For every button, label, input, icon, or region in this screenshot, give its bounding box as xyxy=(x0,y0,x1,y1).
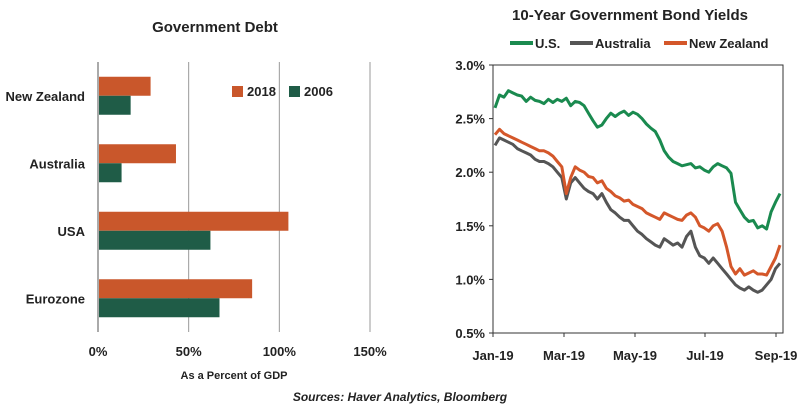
legend-label-2018: 2018 xyxy=(247,84,276,99)
right-axes xyxy=(489,64,784,337)
category-label: Australia xyxy=(29,156,85,171)
bar-2006 xyxy=(99,230,211,250)
bar-2018 xyxy=(99,76,151,96)
government-debt-chart: Government Debt New Zealand Australia USA E… xyxy=(6,19,388,382)
right-x-tick: May-19 xyxy=(613,348,657,363)
right-legend: U.S. Australia New Zealand xyxy=(510,36,769,51)
category-label: USA xyxy=(58,224,86,239)
bar-2018 xyxy=(99,279,253,299)
right-y-tick: 0.5% xyxy=(455,326,485,341)
bar-2006 xyxy=(99,163,122,183)
bar-2018 xyxy=(99,144,176,164)
right-y-tick: 1.0% xyxy=(455,272,485,287)
series-line-u-s- xyxy=(493,89,782,231)
left-x-tick: 0% xyxy=(89,344,108,359)
left-legend: 2018 2006 xyxy=(232,84,333,99)
right-x-tick-labels: Jan-19 Mar-19 May-19 Jul-19 Sep-19 xyxy=(472,348,797,363)
left-category-labels: New Zealand Australia USA Eurozone xyxy=(6,89,86,307)
legend-label-us: U.S. xyxy=(535,36,560,51)
left-x-axis-label: As a Percent of GDP xyxy=(181,370,288,382)
right-x-tick: Sep-19 xyxy=(755,348,798,363)
bar-2006 xyxy=(99,95,131,115)
legend-label-australia: Australia xyxy=(595,36,651,51)
left-x-tick: 50% xyxy=(176,344,202,359)
left-x-tick: 150% xyxy=(353,344,387,359)
right-x-tick: Mar-19 xyxy=(543,348,585,363)
right-plot-frame xyxy=(492,64,784,334)
category-label: Eurozone xyxy=(26,291,85,306)
right-y-tick: 2.5% xyxy=(455,112,485,127)
legend-swatch-2018 xyxy=(232,86,243,97)
right-series-lines xyxy=(493,89,782,294)
right-chart-title: 10-Year Government Bond Yields xyxy=(512,7,748,24)
left-x-tick: 100% xyxy=(263,344,297,359)
bar-2006 xyxy=(99,298,220,318)
right-x-tick: Jul-19 xyxy=(686,348,724,363)
right-y-tick-labels: 0.5% 1.0% 1.5% 2.0% 2.5% 3.0% xyxy=(455,58,485,341)
bar-2018 xyxy=(99,211,289,231)
right-y-tick: 2.0% xyxy=(455,165,485,180)
legend-swatch-2006 xyxy=(289,86,300,97)
left-bars xyxy=(99,76,289,318)
series-line-australia xyxy=(493,136,782,294)
bond-yields-chart: 10-Year Government Bond Yields U.S. Aust… xyxy=(455,7,797,363)
right-x-tick: Jan-19 xyxy=(472,348,513,363)
legend-label-2006: 2006 xyxy=(304,84,333,99)
right-y-tick: 1.5% xyxy=(455,219,485,234)
legend-label-new-zealand: New Zealand xyxy=(689,36,769,51)
left-chart-title: Government Debt xyxy=(152,19,278,36)
left-x-tick-labels: 0% 50% 100% 150% xyxy=(89,344,387,359)
series-line-new-zealand xyxy=(493,127,782,277)
source-note: Sources: Haver Analytics, Bloomberg xyxy=(292,390,508,404)
category-label: New Zealand xyxy=(6,89,86,104)
right-y-tick: 3.0% xyxy=(455,58,485,73)
